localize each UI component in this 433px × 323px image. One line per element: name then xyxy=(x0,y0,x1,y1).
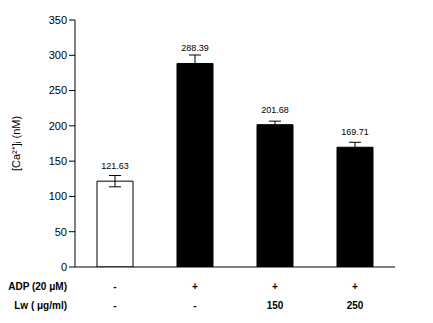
svg-text:250: 250 xyxy=(49,84,67,96)
html-text:250: 250 xyxy=(346,300,364,311)
svg-text:169.71: 169.71 xyxy=(341,127,369,137)
svg-text:201.68: 201.68 xyxy=(261,105,289,115)
svg-text:150: 150 xyxy=(49,155,67,167)
svg-text:50: 50 xyxy=(55,226,67,238)
html-text:150: 150 xyxy=(266,300,284,311)
html-text:ADP (20 μM): ADP (20 μM) xyxy=(8,281,67,292)
svg-text:0: 0 xyxy=(61,261,67,273)
svg-text:288.39: 288.39 xyxy=(181,43,209,53)
html-text:Lw ( μg/ml): Lw ( μg/ml) xyxy=(14,300,67,311)
svg-text:[Ca²⁺]ᵢ (nM): [Ca²⁺]ᵢ (nM) xyxy=(10,116,22,171)
svg-text:100: 100 xyxy=(49,190,67,202)
svg-text:300: 300 xyxy=(49,49,67,61)
svg-text:200: 200 xyxy=(49,120,67,132)
svg-text:350: 350 xyxy=(49,14,67,26)
svg-text:121.63: 121.63 xyxy=(101,161,129,171)
